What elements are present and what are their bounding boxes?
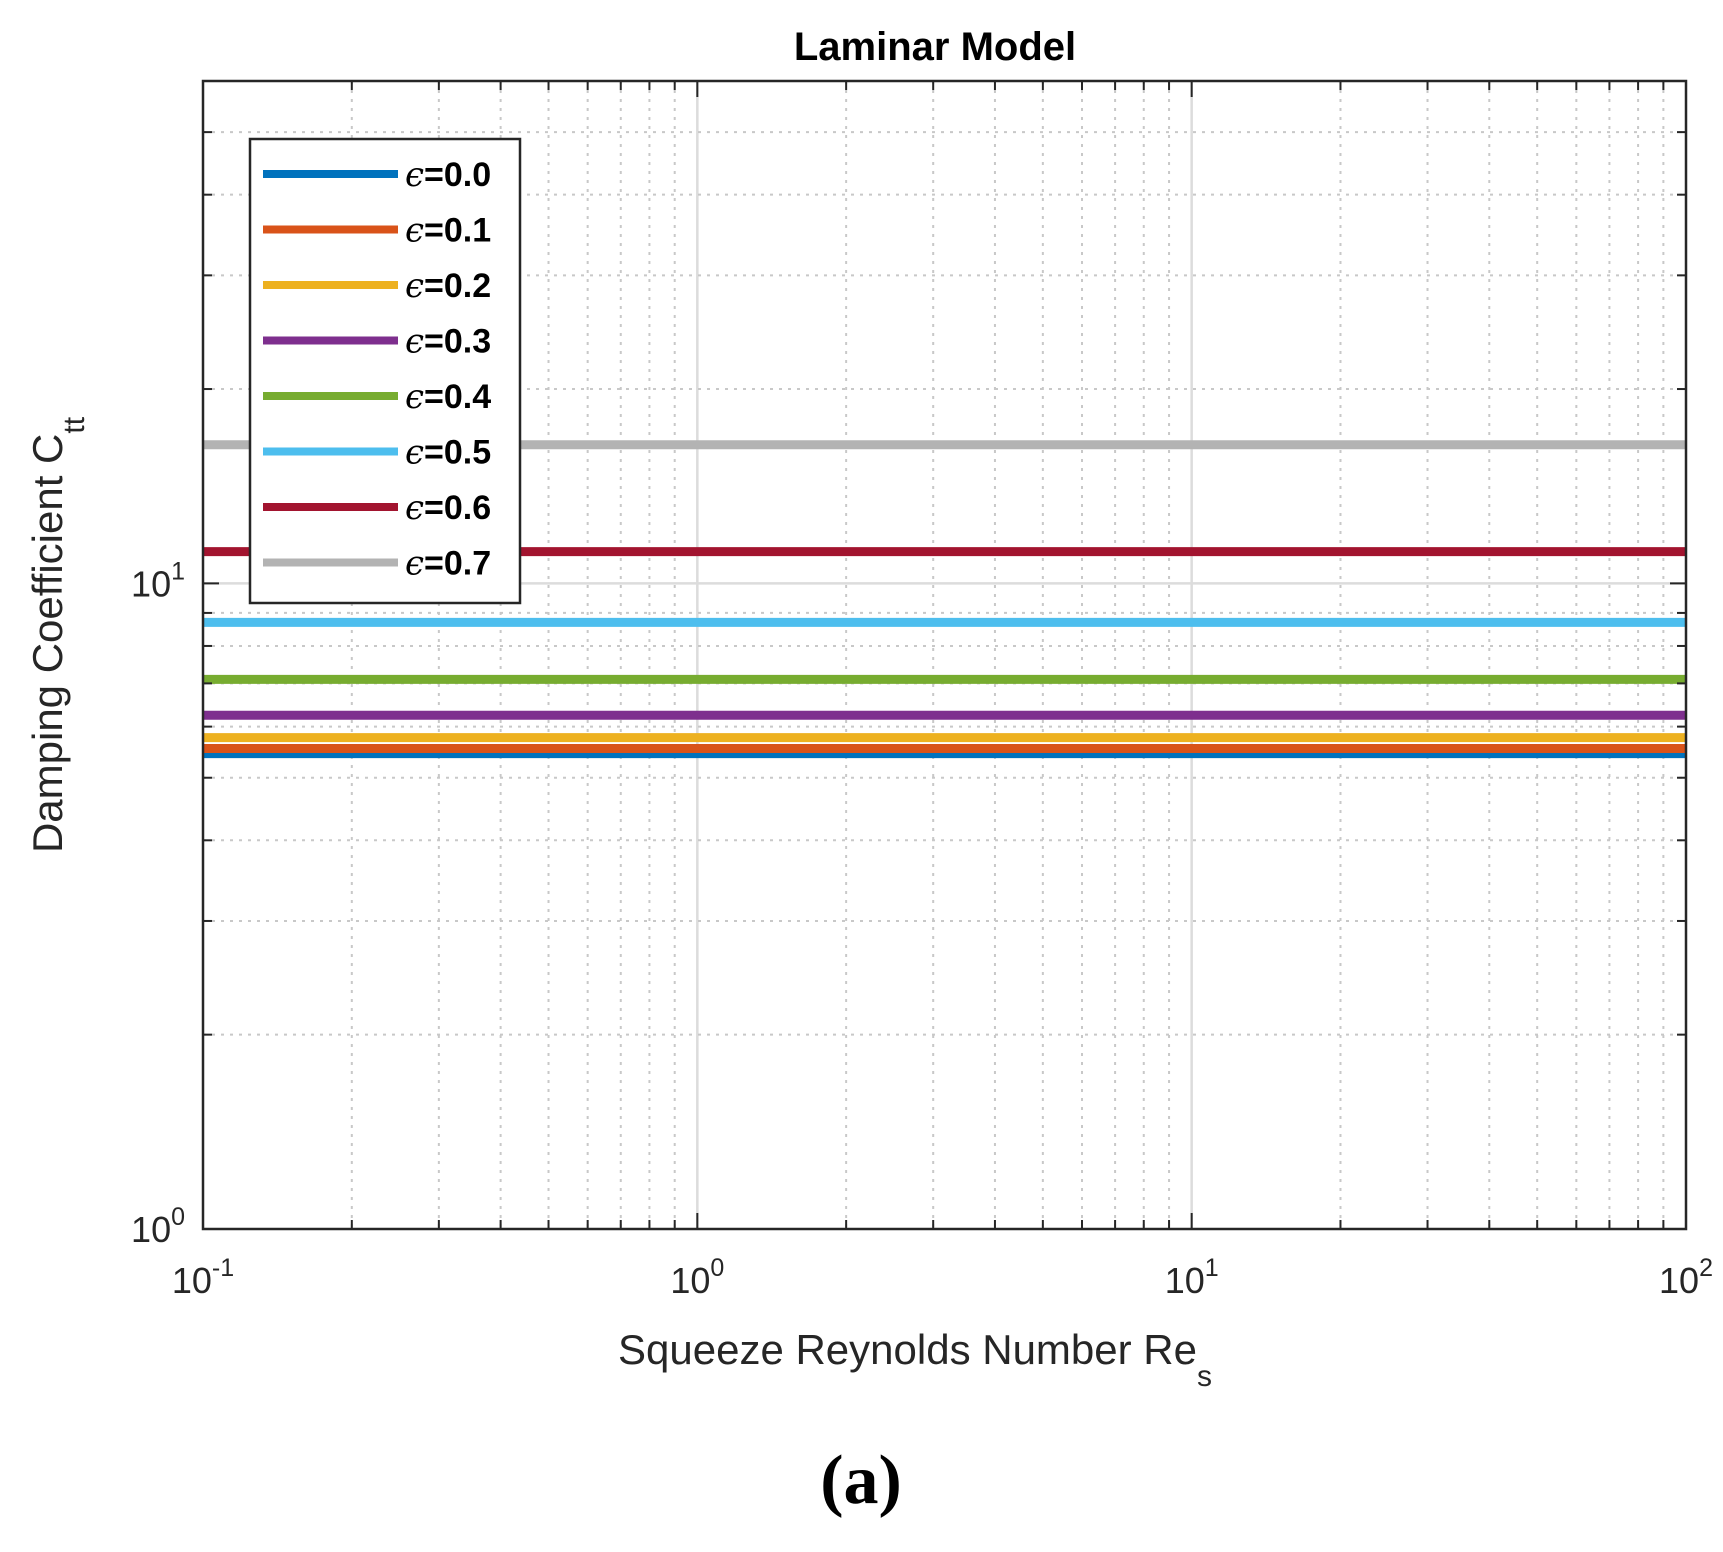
- legend-epsilon-symbol: ϵ: [405, 377, 424, 417]
- legend-epsilon-symbol: ϵ: [405, 488, 424, 528]
- legend-label-2: ϵ=0.2: [405, 266, 491, 306]
- x-tick-label-base: 10: [172, 1260, 212, 1301]
- plot-frame: [201, 79, 1688, 1231]
- legend-value: =0.3: [424, 323, 491, 361]
- legend-label-7: ϵ=0.7: [405, 544, 491, 584]
- x-tick-label: 101: [1165, 1254, 1219, 1301]
- x-tick-label-base: 10: [1659, 1260, 1699, 1301]
- y-tick-label-exponent: 1: [171, 557, 185, 585]
- y-axis-title-main: Damping Coefficient C: [24, 434, 71, 853]
- legend-label-1: ϵ=0.1: [405, 211, 491, 251]
- x-tick-label-base: 10: [670, 1260, 710, 1301]
- legend-box: [248, 137, 522, 605]
- legend: ϵ=0.0ϵ=0.1ϵ=0.2ϵ=0.3ϵ=0.4ϵ=0.5ϵ=0.6ϵ=0.7: [248, 137, 522, 605]
- x-tick-label-base: 10: [1165, 1260, 1205, 1301]
- legend-epsilon-symbol: ϵ: [405, 266, 424, 306]
- axis-ticks: [202, 80, 1687, 1230]
- y-tick-label: 101: [131, 557, 185, 604]
- legend-value: =0.1: [424, 212, 491, 250]
- y-tick-label-exponent: 0: [171, 1203, 185, 1231]
- x-tick-label-exponent: 2: [1699, 1254, 1713, 1282]
- x-axis-title-subscript: s: [1197, 1360, 1212, 1393]
- legend-epsilon-symbol: ϵ: [405, 544, 424, 584]
- legend-label-6: ϵ=0.6: [405, 488, 491, 528]
- x-tick-label-exponent: -1: [212, 1254, 234, 1282]
- legend-value: =0.6: [424, 489, 491, 527]
- panel-label: (a): [820, 1442, 902, 1519]
- y-tick-label: 100: [131, 1203, 185, 1250]
- x-tick-label-exponent: 0: [710, 1254, 724, 1282]
- legend-value: =0.2: [424, 267, 491, 305]
- y-axis-title-subscript: tt: [58, 416, 91, 433]
- x-tick-label-exponent: 1: [1205, 1254, 1219, 1282]
- grid: [203, 81, 1686, 1229]
- legend-epsilon-symbol: ϵ: [405, 322, 424, 362]
- x-axis-title-main: Squeeze Reynolds Number Re: [618, 1326, 1197, 1373]
- legend-epsilon-symbol: ϵ: [405, 155, 424, 195]
- x-tick-label: 10-1: [172, 1254, 234, 1301]
- legend-label-5: ϵ=0.5: [405, 433, 491, 473]
- x-tick-label: 100: [670, 1254, 724, 1301]
- x-axis-title: Squeeze Reynolds Number Res: [618, 1326, 1212, 1393]
- y-axis-title: Damping Coefficient Ctt: [24, 416, 91, 853]
- legend-value: =0.5: [424, 434, 491, 472]
- legend-label-3: ϵ=0.3: [405, 322, 491, 362]
- x-tick-label: 102: [1659, 1254, 1713, 1301]
- legend-epsilon-symbol: ϵ: [405, 211, 424, 251]
- y-tick-label-base: 10: [131, 1209, 171, 1250]
- legend-label-0: ϵ=0.0: [405, 155, 491, 195]
- legend-value: =0.4: [424, 378, 491, 416]
- legend-label-4: ϵ=0.4: [405, 377, 491, 417]
- legend-value: =0.7: [424, 545, 491, 583]
- y-tick-label-base: 10: [131, 563, 171, 604]
- legend-epsilon-symbol: ϵ: [405, 433, 424, 473]
- chart-title: Laminar Model: [794, 25, 1076, 69]
- legend-value: =0.0: [424, 156, 491, 194]
